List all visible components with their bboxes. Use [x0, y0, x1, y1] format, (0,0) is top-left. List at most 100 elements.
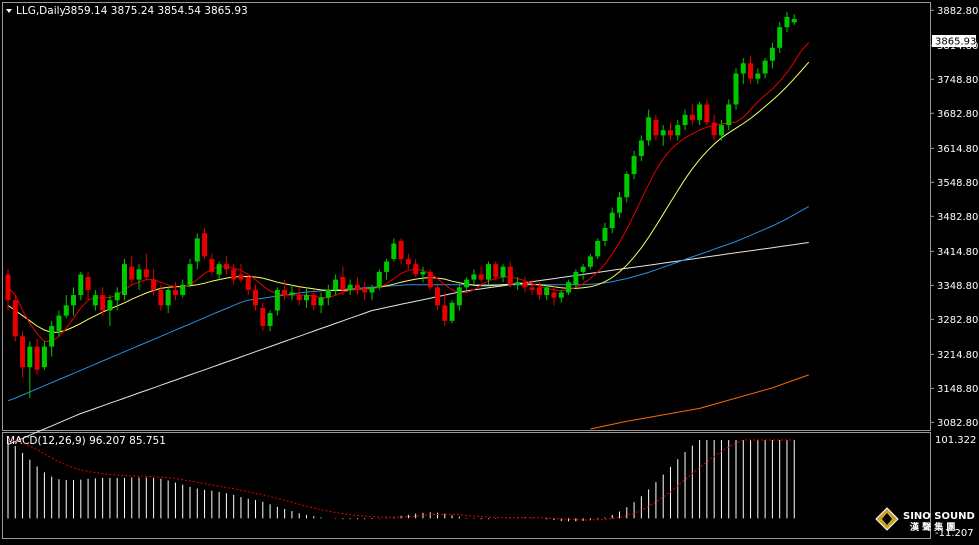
ma-yellow-line [7, 61, 810, 333]
logo-diamond-inner-icon [882, 513, 892, 525]
candle-body [464, 279, 470, 288]
price-tick-label: 3214.80 [937, 350, 978, 361]
candle-body [384, 261, 390, 272]
candle-body [194, 238, 200, 262]
candle-body [769, 47, 775, 61]
candle-body [267, 313, 273, 326]
candle-body [646, 117, 652, 141]
candle-body [478, 274, 484, 280]
candle-body [289, 292, 295, 296]
macd-bottom-value: -11.207 [935, 528, 974, 539]
candle-body [784, 16, 790, 28]
candle-body [420, 271, 426, 275]
candle-body [427, 271, 433, 288]
price-tick-label: 3414.80 [937, 247, 978, 258]
ma-white-line [7, 242, 809, 445]
candle-body [777, 27, 783, 48]
macd-pane-frame [2, 432, 931, 539]
candle-body [325, 289, 331, 298]
candle-body [398, 240, 404, 259]
candle-body [100, 295, 106, 311]
candle-body [85, 277, 91, 290]
sino-sound-logo: SINO SOUND 漢 聲 集 團 [875, 507, 975, 533]
candle-body [151, 279, 157, 290]
price-tick-label: 3482.80 [937, 212, 978, 223]
macd-plot-area [7, 439, 795, 522]
candle-body [12, 300, 18, 337]
logo-brand-line1: SINO SOUND [903, 511, 975, 522]
candle-body [165, 289, 171, 306]
candle-body [245, 277, 251, 290]
candle-body [78, 274, 84, 296]
candle-body [107, 300, 113, 311]
macd-top-value: 101.322 [935, 435, 976, 446]
candle-body [689, 114, 695, 120]
candle-body [362, 289, 368, 293]
candle-body [223, 264, 229, 270]
candle-body [274, 289, 280, 311]
candle-body [202, 233, 208, 257]
candle-body [376, 271, 382, 288]
candle-body [231, 269, 237, 280]
candle-body [303, 295, 309, 301]
candle-body [435, 287, 441, 306]
candle-body [485, 264, 491, 280]
price-axis: 3882.803814.803748.803682.803614.803548.… [930, 6, 978, 429]
price-tick-label: 3282.80 [937, 315, 978, 326]
macd-signal-line [7, 439, 795, 521]
candle-body [333, 279, 339, 290]
candle-body [522, 282, 528, 288]
candle-body [551, 292, 557, 298]
candle-body [413, 264, 419, 275]
candle-body [697, 104, 703, 120]
candle-body [180, 284, 186, 296]
candle-body [347, 284, 353, 290]
ma-orange-line [590, 374, 809, 430]
candle-body [209, 259, 215, 272]
candle-body [711, 122, 717, 136]
candle-body [675, 125, 681, 136]
macd-label: MACD(12,26,9) 96.207 85.751 [6, 435, 166, 447]
candle-body [41, 346, 47, 368]
price-tick-label: 3882.80 [937, 6, 978, 17]
candle-body [507, 266, 513, 285]
symbol-label: LLG,Daily [16, 5, 66, 17]
candle-body [536, 287, 542, 296]
candle-body [544, 287, 550, 296]
candle-body [63, 305, 69, 316]
dropdown-triangle-icon[interactable] [6, 9, 12, 13]
candle-body [92, 295, 98, 306]
candle-body [609, 212, 615, 229]
ma-red-line [7, 42, 810, 342]
candle-body [617, 197, 623, 213]
candle-body [391, 243, 397, 259]
candle-body [471, 274, 477, 280]
candle-body [791, 18, 797, 23]
candle-body [318, 297, 324, 306]
candle-body [653, 119, 659, 136]
candle-body [762, 60, 768, 74]
price-tick-label: 3148.80 [937, 384, 978, 395]
candle-body [216, 264, 222, 275]
candle-body [667, 130, 673, 136]
candle-body [5, 274, 11, 301]
candle-body [573, 271, 579, 285]
candle-body [682, 114, 688, 126]
candle-body [638, 140, 644, 156]
price-tick-label: 3748.80 [937, 75, 978, 86]
price-tick-label: 3548.80 [937, 178, 978, 189]
candle-body [755, 73, 761, 79]
candle-body [369, 287, 375, 293]
candle-body [580, 266, 586, 272]
candle-body [442, 305, 448, 321]
candle-body [529, 287, 535, 290]
candle-body [340, 277, 346, 290]
candle-body [704, 104, 710, 123]
candle-body [20, 336, 26, 368]
candle-body [456, 287, 462, 306]
candle-body [660, 130, 666, 136]
logo-brand-line2: 漢 聲 集 團 [910, 521, 955, 533]
candle-body [158, 289, 164, 306]
candle-body [748, 63, 754, 79]
